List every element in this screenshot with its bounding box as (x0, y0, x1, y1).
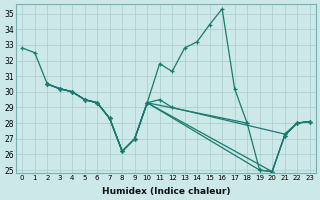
X-axis label: Humidex (Indice chaleur): Humidex (Indice chaleur) (102, 187, 230, 196)
